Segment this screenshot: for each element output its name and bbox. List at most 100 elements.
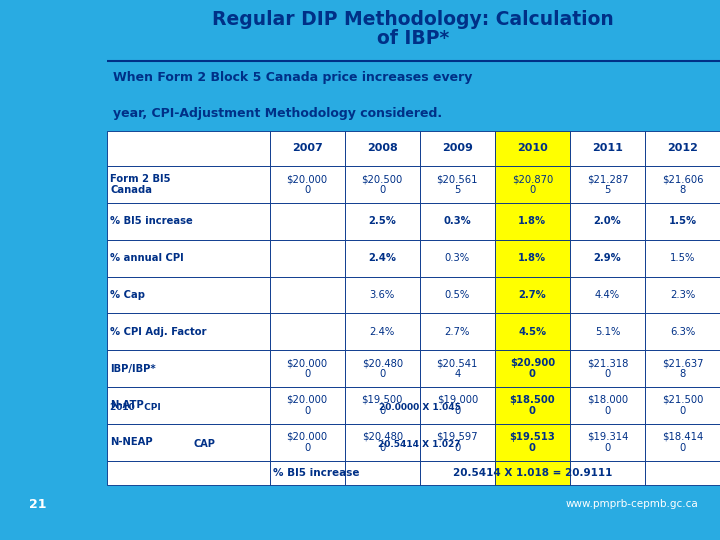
Bar <box>495 350 570 387</box>
Text: 6.3%: 6.3% <box>670 327 695 337</box>
Bar <box>269 240 345 276</box>
Text: $21.287
5: $21.287 5 <box>587 174 628 195</box>
Bar <box>107 203 269 240</box>
Bar <box>269 131 345 166</box>
Text: year, CPI-Adjustment Methodology considered.: year, CPI-Adjustment Methodology conside… <box>113 106 442 119</box>
Text: 2.0%: 2.0% <box>593 217 621 226</box>
Bar <box>495 131 570 166</box>
Text: $20.480
0: $20.480 0 <box>361 358 402 379</box>
Text: $18.000
0: $18.000 0 <box>587 395 628 416</box>
Text: $20.561
5: $20.561 5 <box>436 174 478 195</box>
Bar <box>570 350 645 387</box>
Bar <box>269 313 345 350</box>
Bar <box>107 350 269 387</box>
Text: 4.5%: 4.5% <box>518 327 546 337</box>
Bar <box>570 387 645 424</box>
Text: 3.6%: 3.6% <box>369 290 395 300</box>
Text: 20.0000 X 1.045: 20.0000 X 1.045 <box>379 403 461 412</box>
Text: Form 2 Bl5
Canada: Form 2 Bl5 Canada <box>110 174 171 195</box>
Bar <box>107 313 269 350</box>
Bar <box>495 387 570 424</box>
Text: 2010: 2010 <box>517 143 548 153</box>
Bar <box>645 313 720 350</box>
Text: Regular DIP Methodology: Calculation: Regular DIP Methodology: Calculation <box>212 10 614 29</box>
Text: 2.5%: 2.5% <box>368 217 396 226</box>
Text: $19.000
0: $19.000 0 <box>436 395 478 416</box>
Bar <box>345 350 420 387</box>
Bar <box>107 276 269 313</box>
Bar <box>495 240 570 276</box>
Bar <box>570 240 645 276</box>
Text: $21.637
8: $21.637 8 <box>662 358 703 379</box>
Text: % CPI Adj. Factor: % CPI Adj. Factor <box>110 327 207 337</box>
Bar <box>420 387 495 424</box>
Text: $19.314
0: $19.314 0 <box>587 431 628 453</box>
Text: $20.000
0: $20.000 0 <box>287 431 328 453</box>
Bar <box>107 424 269 461</box>
Text: % Cap: % Cap <box>110 290 145 300</box>
Bar <box>107 131 269 166</box>
Bar <box>420 313 495 350</box>
Text: 0.5%: 0.5% <box>445 290 470 300</box>
Text: 2.3%: 2.3% <box>670 290 695 300</box>
Text: of IBP*: of IBP* <box>377 29 449 48</box>
Bar <box>345 387 420 424</box>
Bar <box>420 166 495 203</box>
Bar <box>269 350 345 387</box>
Bar <box>645 240 720 276</box>
Bar <box>645 203 720 240</box>
Bar <box>495 203 570 240</box>
Bar <box>420 461 495 485</box>
Text: IBP/IBP*: IBP/IBP* <box>110 363 156 374</box>
Text: $20.541
4: $20.541 4 <box>436 358 478 379</box>
Bar <box>107 387 269 424</box>
Text: 20.5414 X 1.027: 20.5414 X 1.027 <box>379 440 461 449</box>
Bar <box>345 313 420 350</box>
Text: $20.870
0: $20.870 0 <box>512 174 553 195</box>
Text: % Bl5 increase: % Bl5 increase <box>273 468 359 478</box>
Bar <box>645 131 720 166</box>
Bar <box>645 424 720 461</box>
Text: $20.500
0: $20.500 0 <box>361 174 402 195</box>
Text: $18.414
0: $18.414 0 <box>662 431 703 453</box>
Bar <box>269 276 345 313</box>
Text: $21.606
8: $21.606 8 <box>662 174 703 195</box>
Bar <box>570 203 645 240</box>
Text: 2.7%: 2.7% <box>444 327 470 337</box>
Bar <box>420 350 495 387</box>
Bar <box>495 166 570 203</box>
Text: 0.3%: 0.3% <box>445 253 470 263</box>
Text: $18.500
0: $18.500 0 <box>510 395 555 416</box>
Text: 2007: 2007 <box>292 143 323 153</box>
Bar <box>570 461 645 485</box>
Text: $20.000
0: $20.000 0 <box>287 395 328 416</box>
Bar <box>107 240 269 276</box>
Bar <box>645 387 720 424</box>
Text: CAP: CAP <box>194 439 215 449</box>
Text: $19.597
0: $19.597 0 <box>436 431 478 453</box>
Text: $21.500
0: $21.500 0 <box>662 395 703 416</box>
Text: % Bl5 increase: % Bl5 increase <box>110 217 193 226</box>
Bar <box>645 461 720 485</box>
Text: 2.9%: 2.9% <box>593 253 621 263</box>
Bar <box>570 276 645 313</box>
Bar <box>570 166 645 203</box>
Bar <box>420 424 495 461</box>
Bar <box>345 166 420 203</box>
Text: 2.7%: 2.7% <box>518 290 546 300</box>
Text: 20.5414 X 1.018 = 20.9111: 20.5414 X 1.018 = 20.9111 <box>453 468 612 478</box>
Bar <box>269 461 345 485</box>
Bar <box>345 461 420 485</box>
Text: % annual CPI: % annual CPI <box>110 253 184 263</box>
Bar <box>345 131 420 166</box>
Text: 2008: 2008 <box>366 143 397 153</box>
Text: 2.4%: 2.4% <box>369 327 395 337</box>
Text: 1.8%: 1.8% <box>518 217 546 226</box>
Text: 2009: 2009 <box>442 143 473 153</box>
Bar <box>645 276 720 313</box>
Bar <box>420 240 495 276</box>
Bar <box>570 131 645 166</box>
Text: www.pmprb-cepmb.gc.ca: www.pmprb-cepmb.gc.ca <box>566 500 698 509</box>
Text: $20.000
0: $20.000 0 <box>287 174 328 195</box>
Text: 2.4%: 2.4% <box>368 253 396 263</box>
